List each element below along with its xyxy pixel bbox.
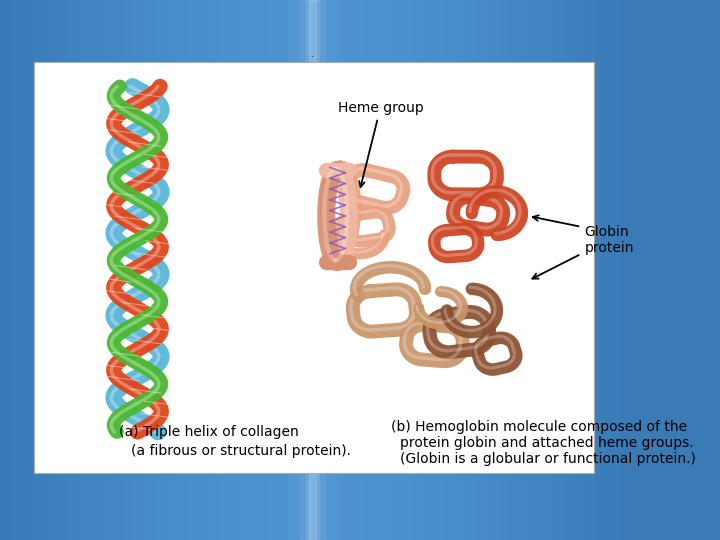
- Bar: [287, 0, 338, 540]
- Text: Globin
protein: Globin protein: [585, 225, 634, 255]
- Text: protein globin and attached heme groups.: protein globin and attached heme groups.: [400, 436, 693, 450]
- Bar: [306, 0, 319, 540]
- Text: (b) Hemoglobin molecule composed of the: (b) Hemoglobin molecule composed of the: [391, 420, 687, 434]
- FancyBboxPatch shape: [35, 62, 594, 472]
- Text: (a fibrous or structural protein).: (a fibrous or structural protein).: [131, 444, 351, 458]
- Bar: [300, 0, 325, 540]
- Text: .: .: [311, 49, 315, 59]
- Text: (a) Triple helix of collagen: (a) Triple helix of collagen: [119, 425, 299, 439]
- Text: Heme group: Heme group: [338, 101, 423, 187]
- Bar: [310, 0, 315, 540]
- Text: (Globin is a globular or functional protein.): (Globin is a globular or functional prot…: [400, 452, 696, 466]
